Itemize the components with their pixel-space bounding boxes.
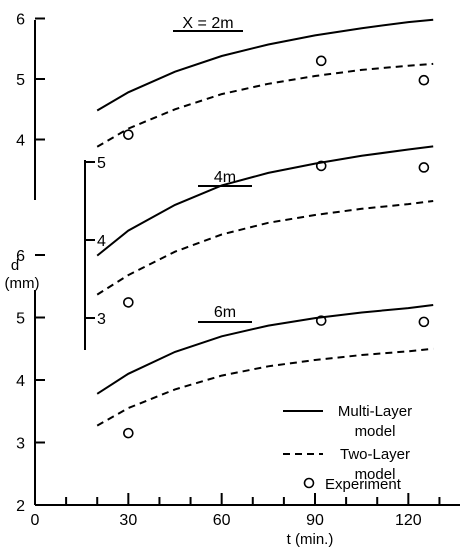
panel-3-y-ticks: 2 3 4 5 6: [16, 248, 45, 515]
x-tick-label: 0: [31, 512, 40, 529]
experiment-point: [315, 55, 327, 67]
multi-layer-model-line: [96, 304, 434, 395]
panel-3-y-tick-label: 4: [16, 373, 25, 390]
two-layer-model-line: [96, 200, 434, 296]
multi-layer-model-line: [96, 18, 434, 112]
experiment-point: [315, 160, 327, 172]
panel-2-label: 4m: [214, 169, 236, 186]
panel-2-y-tick-label: 5: [97, 155, 106, 172]
legend-circle-marker: [303, 477, 315, 489]
two-layer-model-line: [96, 62, 434, 148]
legend-experiment-label: Experiment: [325, 476, 402, 493]
experiment-point: [418, 316, 430, 328]
experiment-point: [315, 315, 327, 326]
legend-two-layer-label: Two-Layer: [340, 446, 410, 463]
panel-3-y-tick-label: 5: [16, 311, 25, 328]
experiment-point: [418, 74, 430, 86]
legend: Multi-Layer model Two-Layer model Experi…: [283, 403, 412, 493]
panel-2-y-ticks: 3 4 5: [85, 155, 106, 328]
panel-2-series: [96, 145, 434, 308]
panel-3-y-tick-label: 6: [16, 248, 25, 265]
x-tick-label: 90: [306, 512, 324, 529]
legend-multi-layer-model: model: [355, 423, 396, 440]
x-tick-label: 120: [395, 512, 422, 529]
panel-1-y-ticks: 4 5 6: [16, 12, 45, 150]
experiment-point: [418, 162, 430, 173]
x-tick-label: 60: [213, 512, 231, 529]
legend-multi-layer-label: Multi-Layer: [338, 403, 412, 420]
panel-1-y-tick-label: 5: [16, 72, 25, 89]
panel-3-label: 6m: [214, 304, 236, 321]
y-axis-label: d: [11, 257, 19, 274]
experiment-point: [123, 129, 134, 140]
panel-3-y-tick-label: 3: [16, 436, 25, 453]
panel-2-y-tick-label: 4: [97, 233, 106, 250]
panel-3-y-tick-label: 2: [16, 498, 25, 515]
two-layer-model-line: [96, 347, 434, 427]
x-ticks: 0 30 60 90 120: [31, 493, 441, 529]
x-axis-label: t (min.): [287, 531, 334, 547]
experiment-point: [123, 427, 134, 439]
panel-1-y-tick-label: 6: [16, 12, 25, 29]
panel-2-y-tick-label: 3: [97, 311, 106, 328]
multi-layer-model-line: [96, 145, 434, 257]
panel-1-series: [96, 18, 434, 148]
panel-1-label: X = 2m: [182, 15, 233, 32]
legend-two-layer-model: model: [355, 466, 396, 483]
y-axis-unit: (mm): [5, 275, 40, 292]
panel-3-series: [96, 304, 434, 439]
x-tick-label: 30: [119, 512, 137, 529]
experiment-point: [123, 297, 134, 308]
panel-1-y-tick-label: 4: [16, 133, 25, 150]
